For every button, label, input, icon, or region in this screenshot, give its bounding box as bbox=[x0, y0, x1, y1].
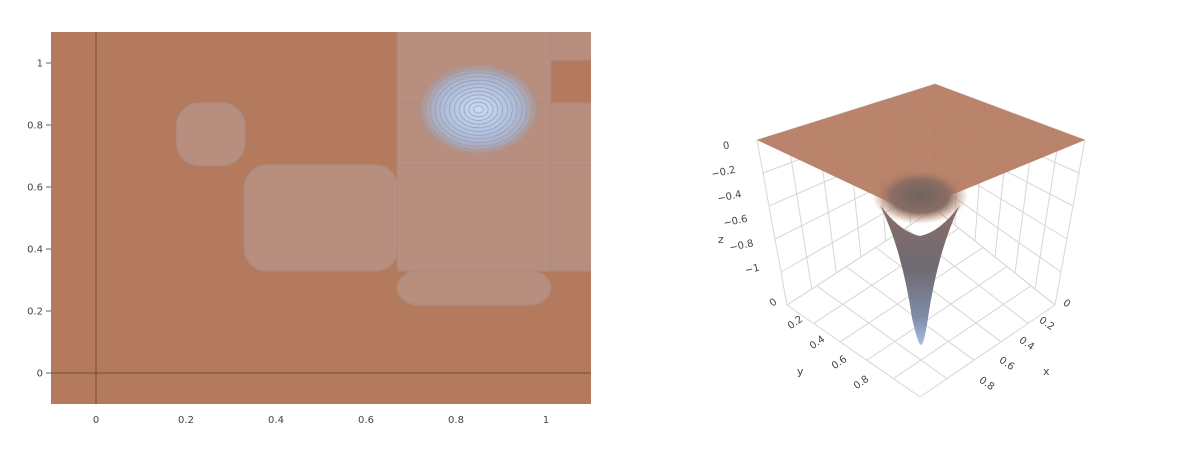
plateau-region bbox=[396, 269, 552, 306]
contour-line bbox=[434, 76, 523, 143]
grid-line bbox=[756, 139, 788, 306]
z-tick-label: −0.4 bbox=[717, 189, 743, 205]
funnel-body bbox=[880, 205, 960, 345]
grid-line bbox=[786, 130, 813, 290]
x-tick-label: 0.2 bbox=[178, 415, 194, 426]
grid-line bbox=[875, 247, 1002, 343]
x-tick-label-3d: 0.4 bbox=[1017, 335, 1036, 353]
x-tick-label-3d: 0.8 bbox=[977, 375, 996, 393]
z-tick-label: −1 bbox=[744, 263, 761, 277]
surface-plot[interactable]: 0−0.2−0.4−0.6−0.8−1 00.20.40.60.8 00.20.… bbox=[640, 0, 1200, 450]
x-tick-label: 0 bbox=[93, 415, 99, 426]
z-axis-ticks: 0 −0.2 −0.4 −0.6 −0.8 −1 bbox=[711, 140, 761, 276]
contour-line bbox=[444, 83, 513, 136]
plateau-region bbox=[396, 164, 552, 272]
y-tick-label: 1 bbox=[37, 59, 43, 70]
plateau-region bbox=[549, 102, 591, 167]
grid-line bbox=[786, 208, 936, 306]
grid-line bbox=[893, 285, 1032, 380]
y-tick-label: 0.8 bbox=[27, 121, 43, 132]
contour-line bbox=[439, 79, 518, 140]
x-tick-label-3d: 0.2 bbox=[1037, 315, 1056, 333]
y-tick-label: 0 bbox=[37, 369, 43, 380]
contour-line bbox=[429, 72, 528, 147]
grid-line bbox=[934, 208, 1056, 306]
grid-line bbox=[1054, 139, 1086, 306]
plateau-region bbox=[549, 164, 591, 272]
x-axis-ticks: 0 0.2 0.4 0.6 0.8 1 bbox=[93, 415, 549, 426]
plateau-region bbox=[176, 102, 246, 167]
z-tick-label: −0.6 bbox=[723, 214, 749, 230]
x-axis-title-3d: x bbox=[1043, 365, 1050, 378]
contour-line bbox=[473, 105, 484, 114]
grid-line bbox=[919, 304, 1056, 398]
contour-line bbox=[463, 98, 494, 121]
grid-line bbox=[786, 304, 921, 398]
y-tick-label-3d: 0.2 bbox=[786, 314, 805, 332]
x-tick-label: 0.4 bbox=[268, 415, 284, 426]
z-axis-title: z bbox=[718, 233, 724, 246]
x-tick-label: 0.6 bbox=[358, 415, 374, 426]
y-tick-label-3d: 0.8 bbox=[852, 374, 871, 392]
y-tick-label-3d: 0.6 bbox=[830, 354, 849, 372]
contour-plot[interactable]: 0 0.2 0.4 0.6 0.8 1 0 0.2 0.4 0.6 0.8 1 bbox=[0, 0, 620, 450]
x-tick-label: 0.8 bbox=[448, 415, 464, 426]
contour-line bbox=[424, 68, 533, 151]
plateau-region bbox=[243, 164, 399, 272]
x-axis-ticks-3d: 0 0.20.40.60.8 bbox=[977, 298, 1072, 393]
plateau-region bbox=[549, 32, 591, 61]
contour-line bbox=[453, 90, 504, 129]
x-tick-label-3d: 0 bbox=[1061, 298, 1073, 311]
contour-plot-area[interactable] bbox=[51, 23, 605, 404]
y-tick-label: 0.6 bbox=[27, 183, 43, 194]
peak-contours bbox=[420, 65, 537, 154]
x-tick-label-3d: 0.6 bbox=[997, 355, 1016, 373]
contour-line bbox=[468, 101, 489, 118]
z-tick-label: −0.2 bbox=[711, 165, 737, 181]
funnel-rim bbox=[872, 168, 968, 224]
y-axis-ticks: 0 0.2 0.4 0.6 0.8 1 bbox=[27, 59, 51, 380]
y-tick-label-3d: 0.4 bbox=[808, 334, 827, 352]
contour-line bbox=[458, 94, 499, 125]
y-tick-label: 0.4 bbox=[27, 245, 43, 256]
surface-sheet bbox=[757, 84, 1085, 212]
y-axis-ticks-3d: 0 0.20.40.60.8 bbox=[768, 297, 871, 392]
peak-fill bbox=[420, 65, 537, 154]
contour-line bbox=[449, 87, 508, 132]
y-tick-label: 0.2 bbox=[27, 307, 43, 318]
contour-line bbox=[420, 65, 537, 154]
grid-line bbox=[1034, 130, 1061, 290]
grid-line bbox=[866, 266, 1008, 361]
y-tick-label-3d: 0 bbox=[768, 297, 780, 310]
y-axis-title-3d: y bbox=[797, 365, 804, 378]
x-tick-label: 1 bbox=[543, 415, 549, 426]
z-tick-label: −0.8 bbox=[729, 238, 755, 254]
grid-line bbox=[845, 266, 975, 361]
z-tick-label: 0 bbox=[722, 140, 731, 152]
grid-line bbox=[816, 285, 948, 380]
